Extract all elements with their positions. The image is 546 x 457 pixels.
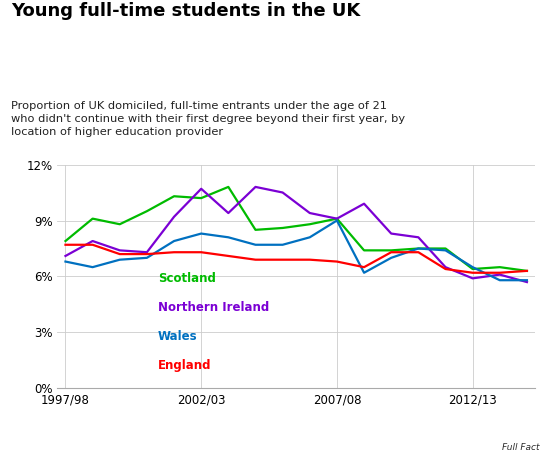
Text: UK Performance Indicators 2015/16, Table D: UK Performance Indicators 2015/16, Table…	[10, 443, 251, 453]
Text: Source:: Source:	[10, 409, 57, 419]
Text: Wales: Wales	[158, 330, 197, 343]
Polygon shape	[480, 393, 546, 457]
Text: England: England	[158, 359, 211, 372]
Text: Young full-time students in the UK: Young full-time students in the UK	[11, 2, 360, 20]
Text: Scotland: Scotland	[158, 272, 216, 285]
Text: Higher Education Statistics Authority, Non-continuation rates summary:: Higher Education Statistics Authority, N…	[50, 409, 444, 419]
Text: Northern Ireland: Northern Ireland	[158, 301, 269, 314]
Text: Full Fact: Full Fact	[502, 443, 540, 452]
Text: Proportion of UK domiciled, full-time entrants under the age of 21
who didn't co: Proportion of UK domiciled, full-time en…	[11, 101, 405, 137]
